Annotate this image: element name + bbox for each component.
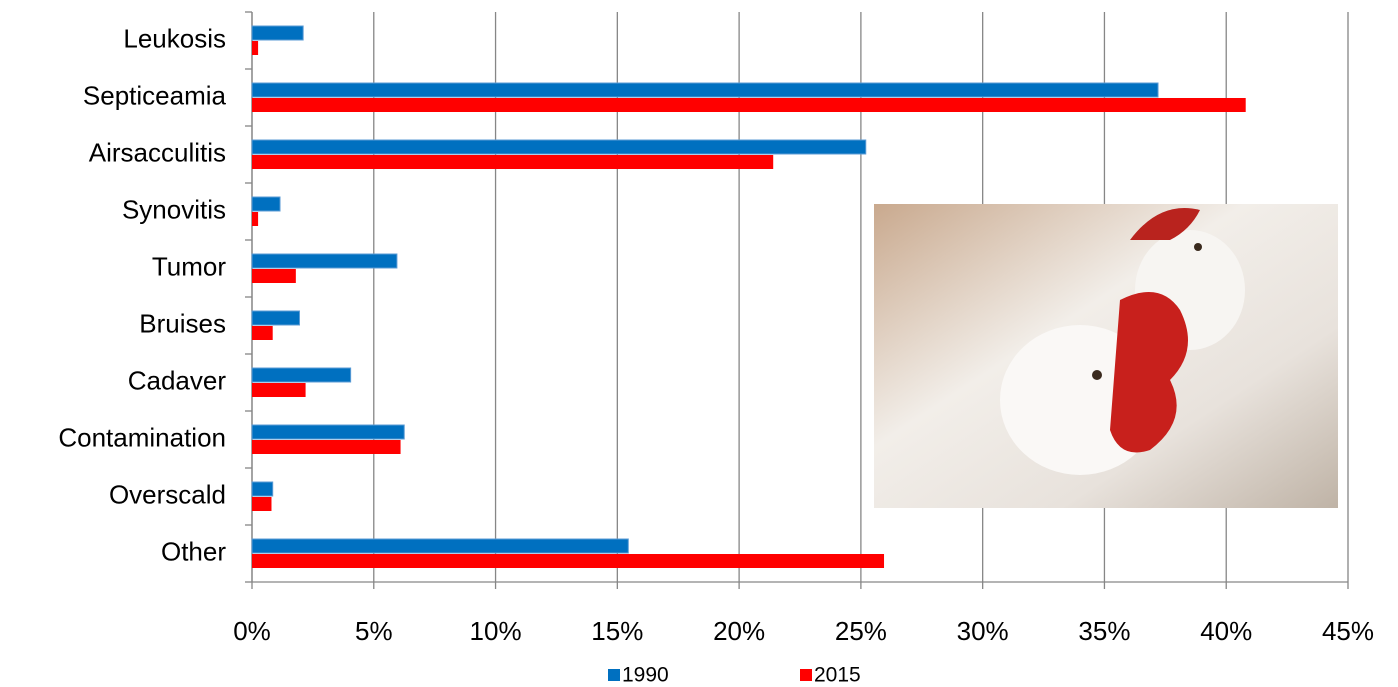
bar (251, 196, 281, 212)
x-tick-label: 40% (1200, 616, 1252, 646)
bar (251, 25, 304, 41)
y-tick-label: Septiceamia (83, 80, 227, 110)
legend-swatch (608, 669, 620, 681)
y-tick-label: Tumor (152, 251, 226, 281)
bar (251, 253, 398, 269)
bar (251, 82, 1159, 98)
bar (251, 424, 405, 440)
x-tick-label: 10% (470, 616, 522, 646)
bar (252, 269, 296, 283)
y-tick-label: Synovitis (122, 194, 226, 224)
legend-swatch (800, 669, 812, 681)
x-tick-label: 5% (355, 616, 393, 646)
bar (252, 440, 401, 454)
x-tick-label: 25% (835, 616, 887, 646)
legend-label: 2015 (814, 664, 861, 687)
bar (252, 41, 259, 55)
x-tick-label: 30% (957, 616, 1009, 646)
x-tick-label: 0% (233, 616, 271, 646)
x-tick-label: 45% (1322, 616, 1374, 646)
y-tick-label: Leukosis (123, 23, 226, 53)
bar (252, 497, 272, 511)
bar (251, 367, 352, 383)
legend-label: 1990 (622, 664, 669, 687)
y-tick-label: Cadaver (128, 365, 227, 395)
bar (251, 538, 629, 554)
y-tick-label: Airsacculitis (89, 137, 226, 167)
y-tick-label: Bruises (139, 308, 226, 338)
bar (252, 554, 885, 568)
x-tick-label: 35% (1078, 616, 1130, 646)
bar (251, 139, 867, 155)
bar (252, 383, 306, 397)
x-tick-label: 15% (591, 616, 643, 646)
bar (251, 310, 300, 326)
bar (252, 212, 259, 226)
x-tick-label: 20% (713, 616, 765, 646)
bar (251, 481, 274, 497)
y-tick-label: Overscald (109, 479, 226, 509)
bar (252, 155, 774, 169)
photo (874, 204, 1338, 508)
y-tick-label: Other (161, 536, 226, 566)
y-tick-label: Contamination (58, 422, 226, 452)
bar (252, 98, 1246, 112)
bar (252, 326, 273, 340)
